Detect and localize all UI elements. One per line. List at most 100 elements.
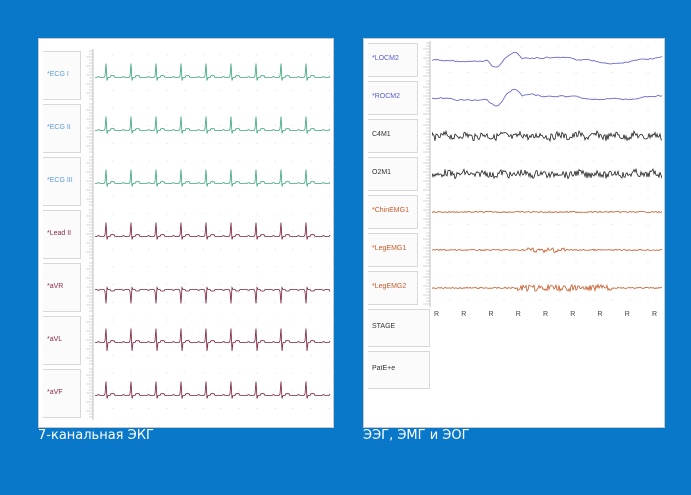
position-label-box <box>368 351 430 389</box>
channel-row: O2M1 <box>364 155 664 193</box>
channel-label-box <box>43 51 81 100</box>
channel-label: *ECG I <box>47 70 69 78</box>
stage-value: R <box>515 311 521 318</box>
amplitude-ruler <box>418 117 432 155</box>
channel-label-box <box>368 157 418 191</box>
channel-label-box <box>368 43 418 77</box>
channel-row: *ChinEMG1 <box>364 193 664 231</box>
waveform <box>95 116 331 134</box>
signal-trace <box>95 367 333 420</box>
eeg-panel: *LOCM2 *ROCM2 C4M1 O2M1 *ChinEMG1 *LegEMG1 *Le… <box>363 38 665 428</box>
stage-label-box <box>368 309 430 347</box>
channel-row: *LegEMG1 <box>364 231 664 269</box>
stage-value: R <box>597 311 603 318</box>
waveform <box>432 129 662 143</box>
ecg-panel: *ECG I *ECG II *ECG III *Lead II *aVR *aVL *aV… <box>38 38 334 428</box>
channel-label: *LOCM2 <box>372 55 399 62</box>
channel-row: *aVR <box>39 261 333 314</box>
waveform <box>432 167 662 180</box>
channel-row: *LOCM2 <box>364 41 664 79</box>
channel-label-box <box>43 316 81 365</box>
signal-trace <box>95 208 333 261</box>
stage-label: STAGE <box>372 323 396 330</box>
waveform <box>432 283 662 293</box>
channel-label: *aVF <box>47 388 63 396</box>
amplitude-ruler <box>418 41 432 79</box>
signal-trace <box>432 41 664 79</box>
signal-trace <box>95 261 333 314</box>
amplitude-ruler <box>81 208 95 261</box>
channel-row: *ROCM2 <box>364 79 664 117</box>
amplitude-ruler <box>81 367 95 420</box>
channel-label-box <box>43 369 81 418</box>
channel-label: *ROCM2 <box>372 93 401 100</box>
channel-label-box <box>368 81 418 115</box>
channel-label: O2M1 <box>372 169 392 176</box>
channel-label-box <box>43 263 81 312</box>
stage-row: STAGE R R R R R R R R R <box>364 307 664 349</box>
stage-value: R <box>461 311 467 318</box>
waveform <box>432 247 662 254</box>
position-row: PatE+e <box>364 349 664 391</box>
channel-row: *LegEMG2 <box>364 269 664 307</box>
channel-label-box <box>368 233 418 267</box>
amplitude-ruler <box>418 193 432 231</box>
waveform <box>432 52 662 68</box>
amplitude-ruler <box>418 269 432 307</box>
signal-trace <box>95 49 333 102</box>
waveform <box>432 88 662 107</box>
channel-label: *LegEMG2 <box>372 283 407 290</box>
signal-trace <box>432 231 664 269</box>
channel-label: *Lead II <box>47 229 72 237</box>
channel-row: *ECG II <box>39 102 333 155</box>
channel-label: *ECG II <box>47 123 71 131</box>
channel-label-box <box>43 157 81 206</box>
waveform <box>432 210 662 214</box>
channel-row: *ECG III <box>39 155 333 208</box>
stage-value: R <box>543 311 549 318</box>
signal-trace <box>432 193 664 231</box>
eeg-caption: ЭЭГ, ЭМГ и ЭОГ <box>363 428 470 443</box>
channel-label: *ECG III <box>47 176 73 184</box>
waveform <box>95 381 331 399</box>
stage-value: R <box>624 311 630 318</box>
channel-label: C4M1 <box>372 131 391 138</box>
waveform <box>95 328 331 351</box>
signal-trace <box>432 79 664 117</box>
amplitude-ruler <box>81 261 95 314</box>
amplitude-ruler <box>418 155 432 193</box>
channel-label-box <box>368 195 418 229</box>
channel-label-box <box>368 119 418 153</box>
channel-row: C4M1 <box>364 117 664 155</box>
channel-row: *Lead II <box>39 208 333 261</box>
channel-label-box <box>368 271 418 305</box>
channel-row: *aVF <box>39 367 333 420</box>
stage-value: R <box>570 311 576 318</box>
signal-trace <box>95 155 333 208</box>
stage-value: R <box>434 311 440 318</box>
amplitude-ruler <box>81 155 95 208</box>
channel-row: *aVL <box>39 314 333 367</box>
stage-value: R <box>652 311 658 318</box>
amplitude-ruler <box>418 231 432 269</box>
signal-trace <box>432 155 664 193</box>
ecg-caption: 7-канальная ЭКГ <box>38 428 154 443</box>
waveform <box>95 169 331 187</box>
channel-label-box <box>43 104 81 153</box>
signal-trace <box>95 314 333 367</box>
channel-row: *ECG I <box>39 49 333 102</box>
signal-trace <box>432 117 664 155</box>
signal-trace <box>432 269 664 307</box>
amplitude-ruler <box>81 314 95 367</box>
waveform <box>95 63 331 81</box>
signal-trace <box>95 102 333 155</box>
channel-label: *aVL <box>47 335 63 343</box>
waveform <box>95 285 331 304</box>
stage-value: R <box>488 311 494 318</box>
waveform <box>95 222 331 240</box>
amplitude-ruler <box>81 102 95 155</box>
channel-label: *ChinEMG1 <box>372 207 409 214</box>
amplitude-ruler <box>81 49 95 102</box>
amplitude-ruler <box>418 79 432 117</box>
channel-label: *LegEMG1 <box>372 245 407 252</box>
